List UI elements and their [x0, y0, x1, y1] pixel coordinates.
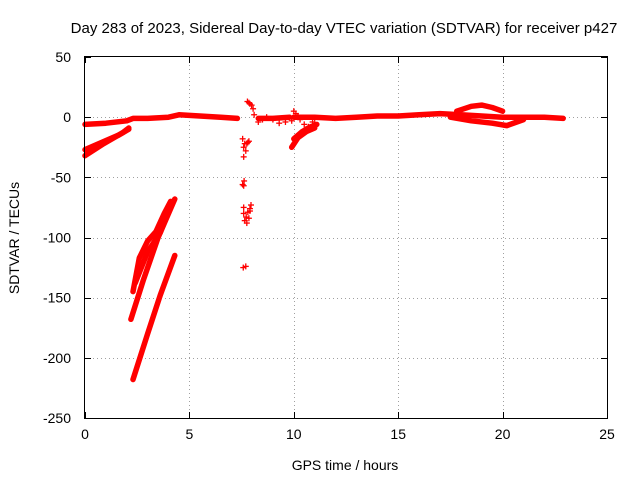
- plus-marker: [240, 204, 247, 211]
- series-trace: [130, 198, 174, 295]
- y-tick-label: -250: [43, 410, 71, 426]
- plus-marker: [240, 144, 247, 151]
- plus-marker: [276, 120, 283, 127]
- plus-marker: [239, 181, 246, 188]
- plus-marker: [282, 118, 289, 125]
- plus-marker: [250, 105, 257, 112]
- plus-marker: [263, 114, 270, 121]
- x-axis-label: GPS time / hours: [292, 457, 399, 473]
- plus-marker: [294, 112, 301, 119]
- y-tick-label: 50: [55, 49, 71, 65]
- x-tick-label: 25: [599, 426, 615, 442]
- plus-marker: [240, 182, 247, 189]
- plus-marker: [309, 118, 316, 125]
- series-trace: [453, 102, 506, 114]
- tick-layer: 0 5 10 15 20 25 50 0 -50 -100 -150 -200 -250: [43, 49, 615, 442]
- plus-marker: [269, 116, 276, 123]
- plus-marker: [246, 208, 253, 215]
- plus-marker: [245, 138, 252, 145]
- plot-frame: [84, 56, 608, 419]
- y-tick-label: -100: [43, 230, 71, 246]
- plus-marker: [247, 202, 254, 209]
- x-tick-label: 20: [495, 426, 511, 442]
- plus-marker: [255, 118, 262, 125]
- y-tick-label: -200: [43, 350, 71, 366]
- plus-marker: [240, 153, 247, 160]
- plus-marker: [239, 135, 246, 142]
- plus-marker: [297, 116, 304, 123]
- series-trace: [130, 252, 178, 383]
- y-tick-label: 0: [63, 109, 71, 125]
- series-trace: [82, 125, 132, 159]
- x-tick-label: 15: [390, 426, 406, 442]
- plus-marker: [248, 102, 255, 109]
- y-axis-label: SDTVAR / TECUs: [6, 182, 22, 294]
- data-layer: [82, 98, 566, 383]
- plus-marker: [245, 215, 252, 222]
- plus-marker: [244, 139, 251, 146]
- x-tick-label: 0: [81, 426, 89, 442]
- series-trace: [291, 110, 566, 122]
- plus-marker: [288, 117, 295, 124]
- series-trace: [132, 198, 176, 286]
- x-tick-label: 10: [286, 426, 302, 442]
- plus-marker: [240, 264, 247, 271]
- series-trace: [291, 121, 320, 142]
- plus-marker: [242, 147, 249, 154]
- y-tick-label: -150: [43, 290, 71, 306]
- y-tick-label: -50: [51, 169, 71, 185]
- series-trace: [82, 112, 241, 128]
- plus-marker: [243, 214, 250, 221]
- plus-marker: [311, 115, 318, 122]
- plus-marker: [251, 111, 258, 118]
- plus-marker: [259, 116, 266, 123]
- plus-marker: [301, 121, 308, 128]
- series-trace: [447, 114, 527, 129]
- chart-title: Day 283 of 2023, Sidereal Day-to-day VTE…: [71, 20, 618, 37]
- plus-marker: [243, 220, 250, 227]
- plus-marker: [305, 123, 312, 130]
- plus-marker: [240, 210, 247, 217]
- x-tick-label: 5: [186, 426, 194, 442]
